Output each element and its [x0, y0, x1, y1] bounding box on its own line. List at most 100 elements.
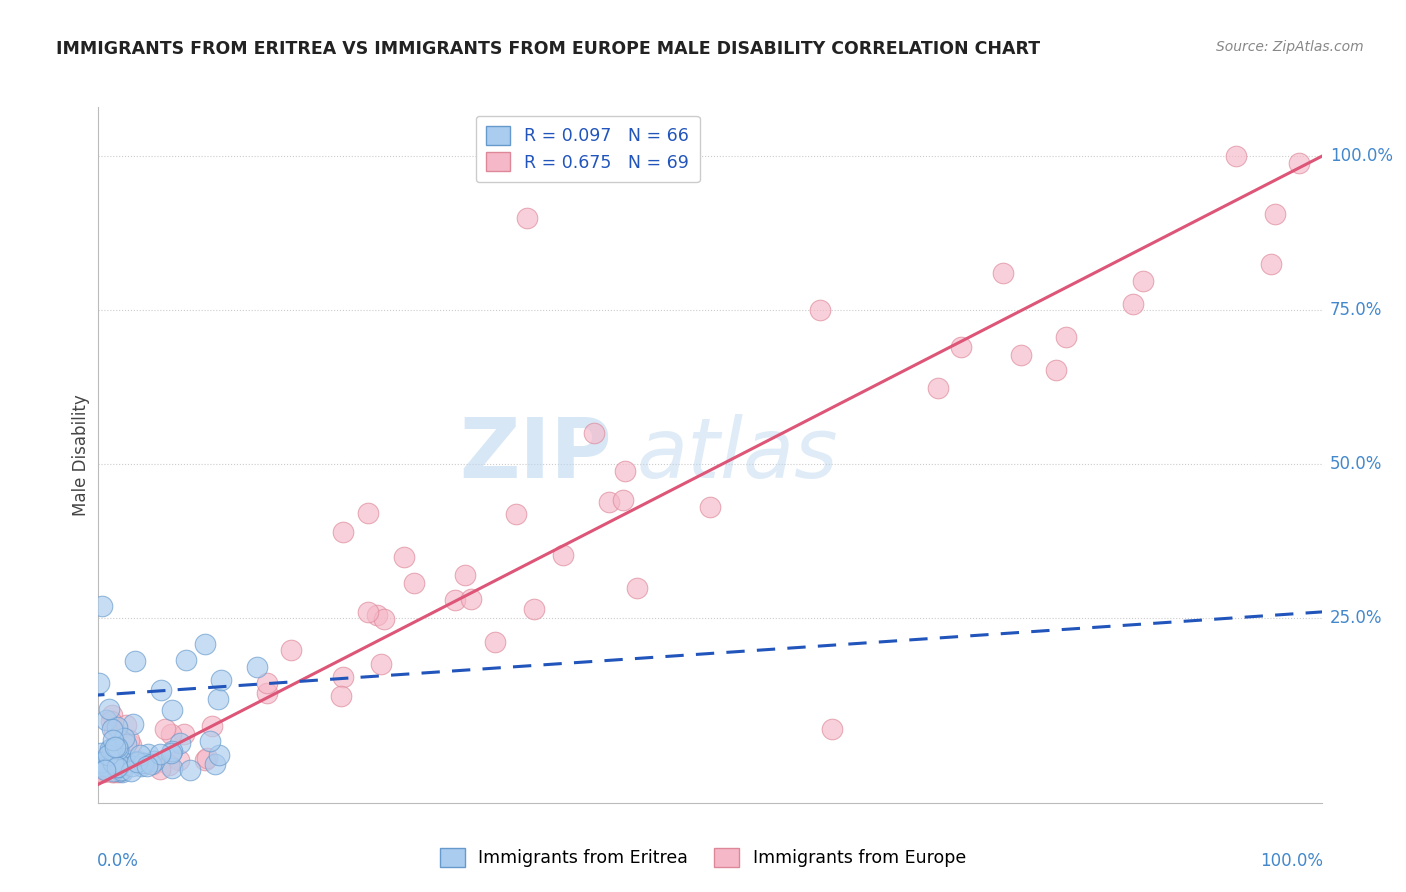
Legend: R = 0.097   N = 66, R = 0.675   N = 69: R = 0.097 N = 66, R = 0.675 N = 69: [475, 116, 700, 182]
Point: [127, 754, 149, 768]
Y-axis label: Male Disability: Male Disability: [72, 394, 90, 516]
Point: [124, 654, 146, 668]
Point: [122, 717, 145, 731]
Point: [105, 749, 128, 764]
Point: [111, 764, 134, 779]
Point: [118, 732, 141, 747]
Point: [256, 686, 278, 700]
Point: [93, 763, 115, 777]
Legend: Immigrants from Eritrea, Immigrants from Europe: Immigrants from Eritrea, Immigrants from…: [433, 841, 973, 874]
Point: [136, 759, 159, 773]
Point: [169, 753, 191, 767]
Point: [132, 756, 155, 770]
Point: [366, 607, 388, 622]
Text: Source: ZipAtlas.com: Source: ZipAtlas.com: [1216, 40, 1364, 54]
Point: [1132, 274, 1154, 288]
Point: [101, 756, 124, 770]
Point: [173, 727, 195, 741]
Point: [1122, 296, 1144, 310]
Point: [107, 747, 129, 761]
Point: [444, 593, 467, 607]
Point: [515, 211, 537, 225]
Point: [332, 670, 354, 684]
Point: [612, 492, 634, 507]
Point: [97, 747, 120, 762]
Point: [949, 340, 972, 354]
Point: [927, 381, 949, 395]
Point: [332, 524, 354, 539]
Point: [370, 657, 392, 671]
Point: [97, 751, 120, 765]
Point: [89, 675, 111, 690]
Point: [143, 754, 166, 768]
Point: [626, 581, 648, 595]
Point: [169, 736, 191, 750]
Point: [108, 756, 131, 771]
Text: IMMIGRANTS FROM ERITREA VS IMMIGRANTS FROM EUROPE MALE DISABILITY CORRELATION CH: IMMIGRANTS FROM ERITREA VS IMMIGRANTS FR…: [56, 40, 1040, 58]
Point: [107, 764, 129, 779]
Point: [505, 507, 527, 521]
Point: [194, 637, 217, 651]
Point: [208, 747, 231, 762]
Point: [108, 764, 131, 778]
Point: [120, 738, 142, 752]
Point: [1264, 207, 1286, 221]
Point: [97, 702, 120, 716]
Point: [101, 733, 124, 747]
Point: [90, 764, 112, 779]
Point: [94, 714, 117, 728]
Point: [150, 682, 173, 697]
Point: [91, 599, 114, 613]
Point: [97, 754, 120, 768]
Point: [404, 576, 426, 591]
Point: [120, 764, 142, 779]
Point: [104, 740, 127, 755]
Point: [1054, 329, 1077, 343]
Point: [111, 756, 134, 770]
Point: [179, 763, 201, 777]
Point: [101, 708, 124, 723]
Point: [127, 755, 149, 769]
Point: [821, 722, 844, 736]
Point: [107, 759, 129, 773]
Point: [991, 266, 1014, 280]
Point: [128, 748, 150, 763]
Text: 50.0%: 50.0%: [1330, 455, 1382, 473]
Point: [1010, 348, 1032, 362]
Point: [1288, 155, 1310, 169]
Point: [139, 757, 162, 772]
Point: [136, 747, 159, 762]
Point: [129, 758, 152, 772]
Point: [160, 746, 183, 760]
Point: [149, 762, 172, 776]
Point: [115, 737, 138, 751]
Point: [89, 755, 111, 769]
Point: [204, 756, 226, 771]
Point: [460, 591, 482, 606]
Point: [176, 653, 198, 667]
Point: [89, 764, 111, 779]
Point: [98, 741, 121, 756]
Point: [523, 602, 546, 616]
Point: [90, 756, 112, 771]
Text: atlas: atlas: [637, 415, 838, 495]
Text: 75.0%: 75.0%: [1330, 301, 1382, 319]
Point: [107, 742, 129, 756]
Point: [101, 740, 124, 755]
Point: [91, 755, 114, 769]
Point: [160, 727, 183, 741]
Point: [1260, 257, 1282, 271]
Point: [1045, 362, 1067, 376]
Point: [330, 689, 353, 703]
Point: [197, 751, 219, 765]
Point: [551, 548, 574, 562]
Point: [246, 660, 269, 674]
Point: [155, 723, 177, 737]
Point: [373, 612, 395, 626]
Point: [105, 720, 128, 734]
Point: [89, 754, 111, 768]
Point: [100, 714, 122, 728]
Point: [356, 507, 378, 521]
Point: [484, 635, 506, 649]
Point: [100, 764, 122, 779]
